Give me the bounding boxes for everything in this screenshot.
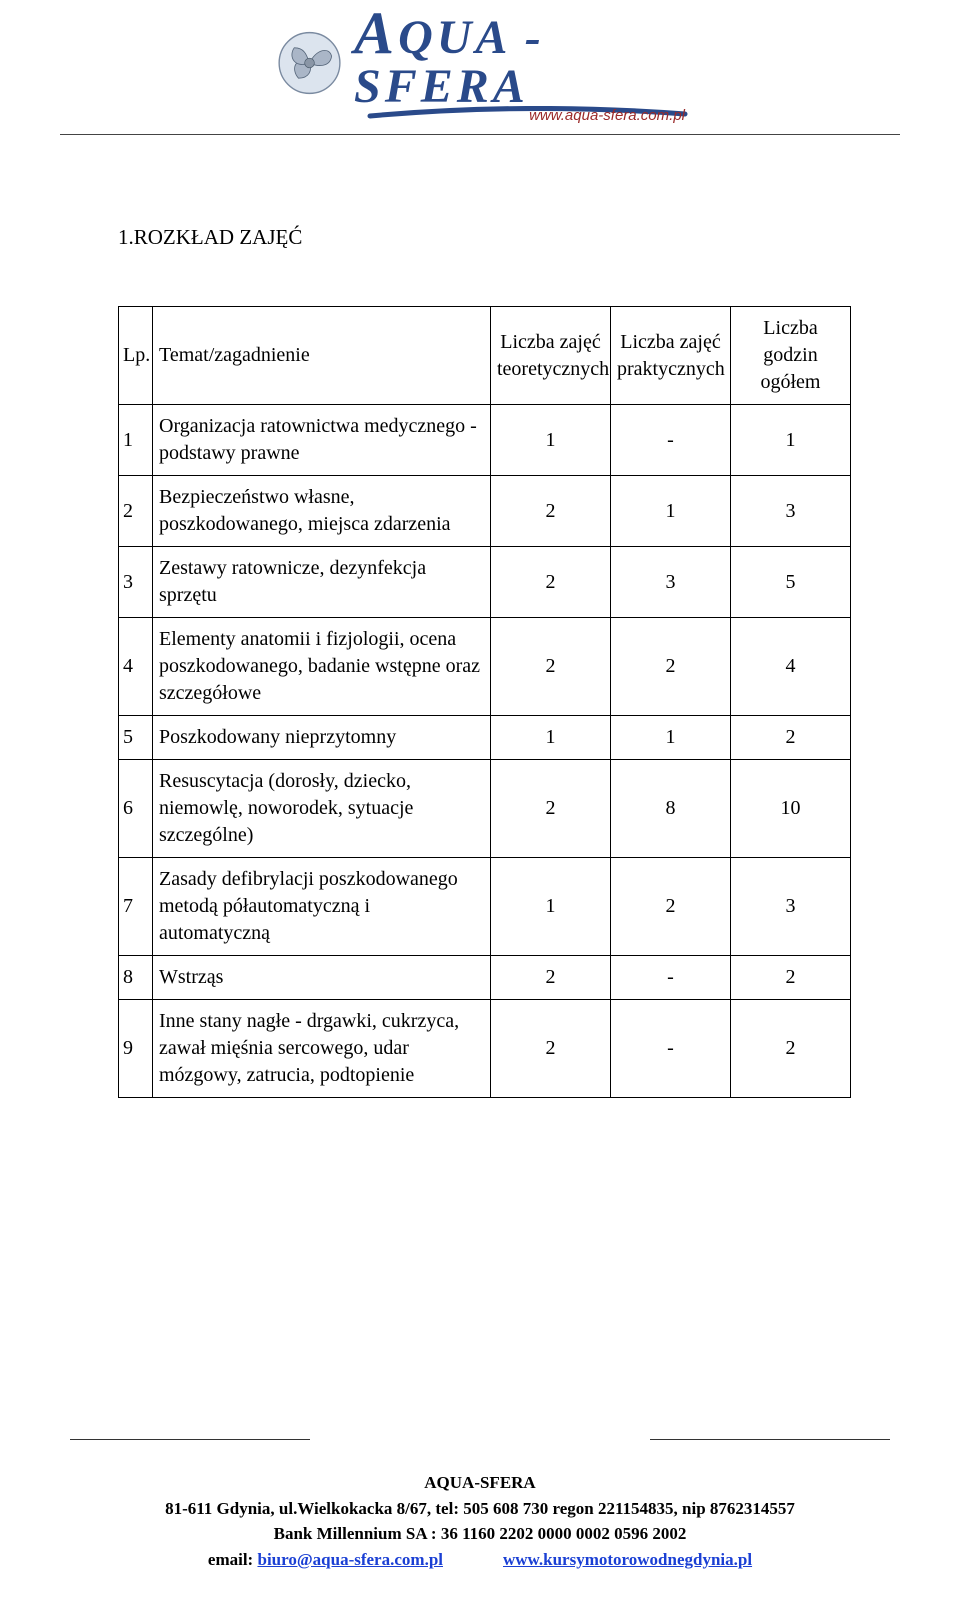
- cell-c3: 3: [731, 858, 851, 956]
- cell-lp: 9: [119, 1000, 153, 1098]
- cell-topic: Elementy anatomii i fizjologii, ocena po…: [153, 618, 491, 716]
- footer-contact: email: biuro@aqua-sfera.com.pl www.kursym…: [208, 1547, 752, 1573]
- cell-c3: 2: [731, 956, 851, 1000]
- propeller-icon: [275, 26, 344, 100]
- cell-c3: 3: [731, 476, 851, 547]
- cell-topic: Zasady defibrylacji poszkodowanego metod…: [153, 858, 491, 956]
- cell-c2: 3: [611, 547, 731, 618]
- col-header-c2: Liczba zajęć praktycznych: [611, 307, 731, 405]
- logo-text: AQUA -SFERA: [354, 3, 695, 111]
- table-row: 6 Resuscytacja (dorosły, dziecko, niemow…: [119, 760, 851, 858]
- table-row: 4 Elementy anatomii i fizjologii, ocena …: [119, 618, 851, 716]
- footer-bank: Bank Millennium SA : 36 1160 2202 0000 0…: [0, 1521, 960, 1547]
- table-row: 2 Bezpieczeństwo własne, poszkodowanego,…: [119, 476, 851, 547]
- cell-c3: 5: [731, 547, 851, 618]
- table-row: 5 Poszkodowany nieprzytomny 1 1 2: [119, 716, 851, 760]
- footer-site-link[interactable]: www.kursymotorowodnegdynia.pl: [503, 1550, 752, 1569]
- cell-c2: -: [611, 1000, 731, 1098]
- cell-lp: 1: [119, 405, 153, 476]
- cell-c1: 1: [491, 405, 611, 476]
- logo-url: www.aqua-sfera.com.pl: [354, 107, 695, 124]
- col-header-lp: Lp.: [119, 307, 153, 405]
- footer-email-link[interactable]: biuro@aqua-sfera.com.pl: [257, 1550, 443, 1569]
- table-header-row: Lp. Temat/zagadnienie Liczba zajęć teore…: [119, 307, 851, 405]
- cell-c3: 2: [731, 716, 851, 760]
- col-header-topic: Temat/zagadnienie: [153, 307, 491, 405]
- footer-address: 81-611 Gdynia, ul.Wielkokacka 8/67, tel:…: [0, 1496, 960, 1522]
- cell-c2: 8: [611, 760, 731, 858]
- schedule-table: Lp. Temat/zagadnienie Liczba zajęć teore…: [118, 306, 851, 1098]
- cell-c1: 2: [491, 547, 611, 618]
- page-title: 1.ROZKŁAD ZAJĘĆ: [118, 225, 842, 250]
- cell-c1: 2: [491, 956, 611, 1000]
- main-content: 1.ROZKŁAD ZAJĘĆ Lp. Temat/zagadnienie Li…: [0, 135, 960, 1098]
- cell-topic: Poszkodowany nieprzytomny: [153, 716, 491, 760]
- cell-c2: 2: [611, 618, 731, 716]
- cell-topic: Wstrząs: [153, 956, 491, 1000]
- cell-c2: 1: [611, 716, 731, 760]
- cell-c1: 1: [491, 716, 611, 760]
- cell-c3: 2: [731, 1000, 851, 1098]
- table-row: 3 Zestawy ratownicze, dezynfekcja sprzęt…: [119, 547, 851, 618]
- cell-topic: Resuscytacja (dorosły, dziecko, niemowlę…: [153, 760, 491, 858]
- logo: AQUA -SFERA www.aqua-sfera.com.pl: [265, 14, 695, 112]
- cell-topic: Organizacja ratownictwa medycznego - pod…: [153, 405, 491, 476]
- cell-topic: Zestawy ratownicze, dezynfekcja sprzętu: [153, 547, 491, 618]
- page-footer: AQUA-SFERA 81-611 Gdynia, ul.Wielkokacka…: [0, 1439, 960, 1572]
- cell-lp: 6: [119, 760, 153, 858]
- table-row: 8 Wstrząs 2 - 2: [119, 956, 851, 1000]
- cell-lp: 5: [119, 716, 153, 760]
- cell-c1: 1: [491, 858, 611, 956]
- page-header: AQUA -SFERA www.aqua-sfera.com.pl: [0, 0, 960, 112]
- cell-c3: 4: [731, 618, 851, 716]
- cell-c2: -: [611, 956, 731, 1000]
- footer-rule: [0, 1439, 960, 1440]
- cell-topic: Bezpieczeństwo własne, poszkodowanego, m…: [153, 476, 491, 547]
- cell-c2: -: [611, 405, 731, 476]
- table-row: 7 Zasady defibrylacji poszkodowanego met…: [119, 858, 851, 956]
- col-header-c1: Liczba zajęć teoretycznych: [491, 307, 611, 405]
- footer-org: AQUA-SFERA: [0, 1470, 960, 1496]
- footer-email-label: email:: [208, 1550, 258, 1569]
- cell-c3: 1: [731, 405, 851, 476]
- cell-lp: 3: [119, 547, 153, 618]
- cell-c1: 2: [491, 1000, 611, 1098]
- cell-c3: 10: [731, 760, 851, 858]
- cell-c1: 2: [491, 618, 611, 716]
- table-row: 1 Organizacja ratownictwa medycznego - p…: [119, 405, 851, 476]
- cell-c1: 2: [491, 760, 611, 858]
- cell-topic: Inne stany nagłe - drgawki, cukrzyca, za…: [153, 1000, 491, 1098]
- cell-c2: 1: [611, 476, 731, 547]
- table-body: 1 Organizacja ratownictwa medycznego - p…: [119, 405, 851, 1098]
- table-row: 9 Inne stany nagłe - drgawki, cukrzyca, …: [119, 1000, 851, 1098]
- cell-lp: 2: [119, 476, 153, 547]
- col-header-c3: Liczba godzin ogółem: [731, 307, 851, 405]
- cell-lp: 4: [119, 618, 153, 716]
- cell-lp: 7: [119, 858, 153, 956]
- cell-c1: 2: [491, 476, 611, 547]
- cell-lp: 8: [119, 956, 153, 1000]
- cell-c2: 2: [611, 858, 731, 956]
